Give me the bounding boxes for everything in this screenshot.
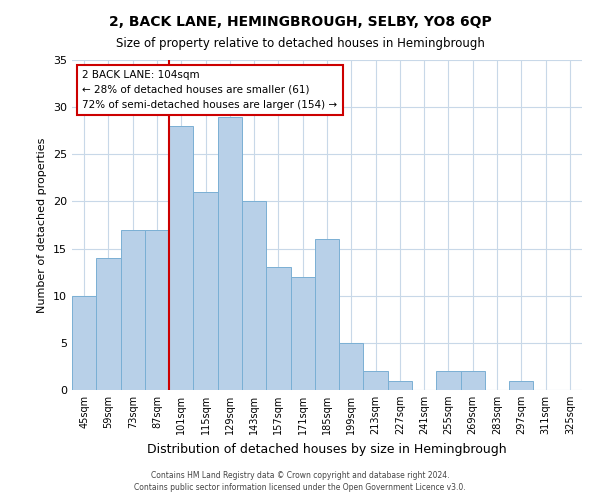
Bar [72, 296, 96, 390]
Bar [436, 371, 461, 390]
Text: Size of property relative to detached houses in Hemingbrough: Size of property relative to detached ho… [116, 38, 484, 51]
Bar [193, 192, 218, 390]
Text: 2, BACK LANE, HEMINGBROUGH, SELBY, YO8 6QP: 2, BACK LANE, HEMINGBROUGH, SELBY, YO8 6… [109, 15, 491, 29]
Bar [266, 268, 290, 390]
Text: 2 BACK LANE: 104sqm
← 28% of detached houses are smaller (61)
72% of semi-detach: 2 BACK LANE: 104sqm ← 28% of detached ho… [82, 70, 337, 110]
Bar [145, 230, 169, 390]
X-axis label: Distribution of detached houses by size in Hemingbrough: Distribution of detached houses by size … [147, 442, 507, 456]
Bar [169, 126, 193, 390]
Bar [96, 258, 121, 390]
Bar [509, 380, 533, 390]
Bar [121, 230, 145, 390]
Bar [388, 380, 412, 390]
Bar [218, 116, 242, 390]
Bar [339, 343, 364, 390]
Bar [315, 239, 339, 390]
Bar [290, 277, 315, 390]
Y-axis label: Number of detached properties: Number of detached properties [37, 138, 47, 312]
Bar [364, 371, 388, 390]
Bar [242, 202, 266, 390]
Text: Contains HM Land Registry data © Crown copyright and database right 2024.
Contai: Contains HM Land Registry data © Crown c… [134, 471, 466, 492]
Bar [461, 371, 485, 390]
